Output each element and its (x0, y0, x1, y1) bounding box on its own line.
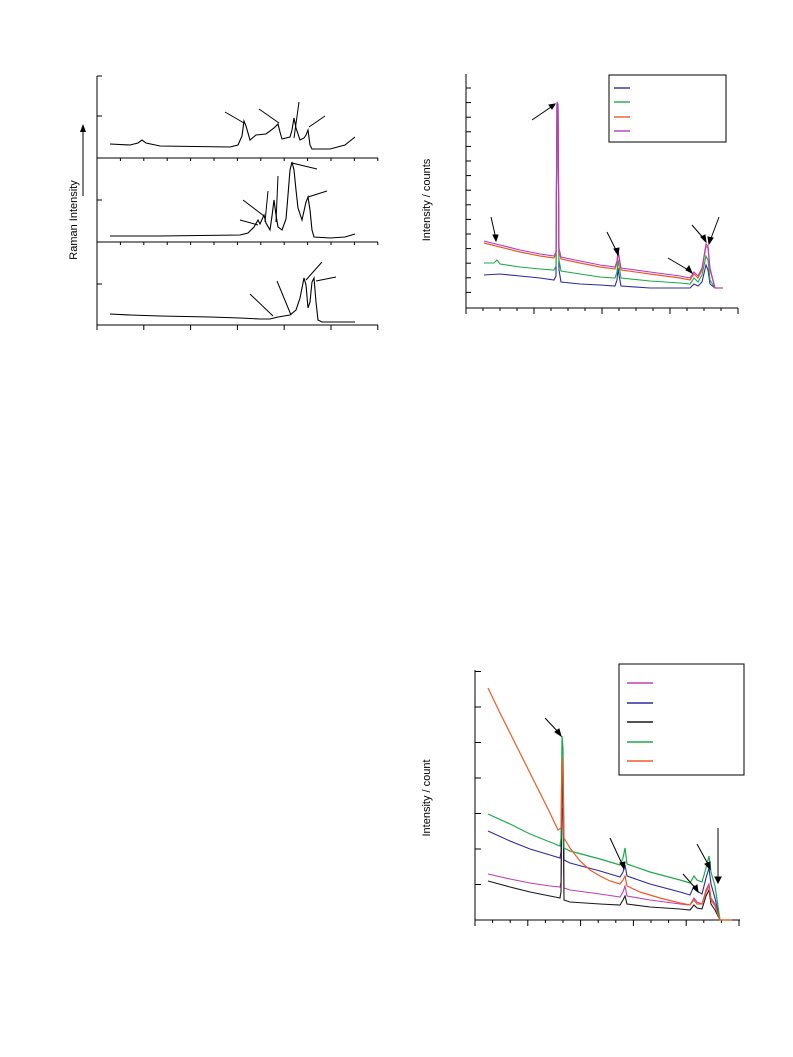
chart-a-series-4-line (483, 101, 723, 289)
chart-b-series-3-line (487, 762, 732, 921)
raman-ticks (96, 75, 379, 330)
chart-a-ylabel: Intensity / counts (421, 158, 433, 241)
chart-b-series-4-line (487, 735, 732, 921)
raman-axes (96, 76, 378, 326)
raman-chart: Raman Intensity (68, 75, 379, 330)
intensity-chart-b: Intensity / count (421, 663, 745, 926)
chart-b-legend (618, 663, 745, 776)
chart-a-annotation-arrows (490, 103, 720, 275)
raman-ylabel: Raman Intensity (68, 180, 80, 260)
chart-b-axes (474, 670, 740, 921)
chart-a-series-1-line (483, 105, 723, 289)
intensity-chart-a: Intensity / counts (421, 74, 739, 314)
chart-b-series-1-line (487, 807, 732, 921)
chart-a-ticks (465, 87, 739, 314)
raman-series-3-line (109, 275, 355, 323)
chart-a-legend (608, 74, 727, 143)
raman-ylabel-arrow (80, 124, 86, 196)
raman-series-1-line (109, 117, 356, 150)
chart-b-ylabel: Intensity / count (421, 759, 433, 836)
raman-annotation-arrows (224, 101, 337, 317)
chart-b-annotation-arrows (544, 717, 722, 894)
chart-a-series-2-line (484, 103, 723, 289)
raman-series-2-line (110, 161, 356, 239)
chart-b-ticks (474, 671, 740, 926)
chart-b-series-5-line (487, 687, 732, 921)
raman-ylabel-text: Raman Intensity (68, 180, 80, 260)
chart-a-ylabel-text: Intensity / counts (421, 158, 433, 241)
chart-b-series-2-line (487, 777, 732, 921)
chart-b-ylabel-text: Intensity / count (421, 759, 433, 836)
